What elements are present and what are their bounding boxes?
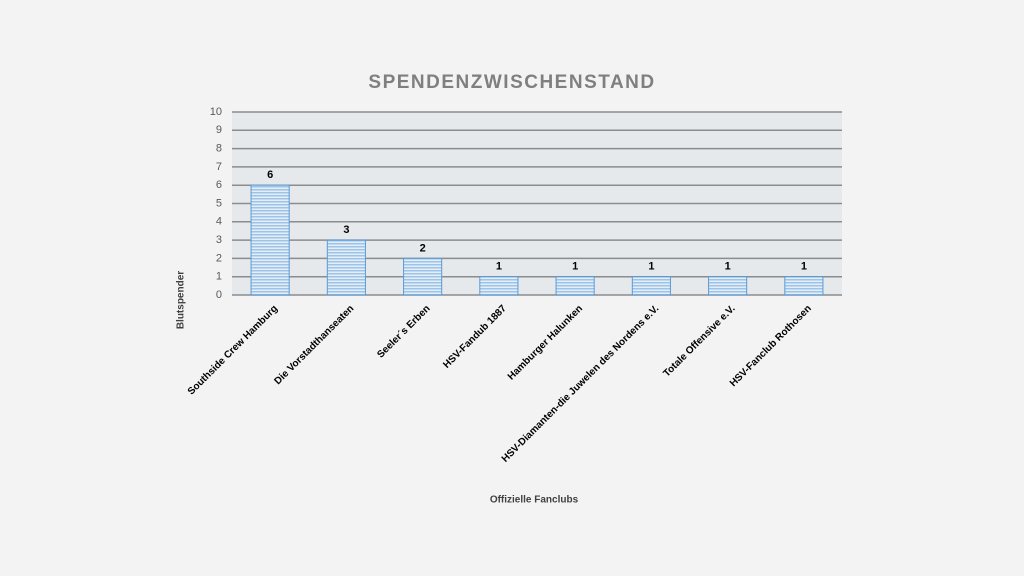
y-tick-label: 0 <box>216 289 222 301</box>
value-label: 6 <box>267 169 273 181</box>
value-label: 3 <box>343 224 349 236</box>
value-label: 1 <box>648 261 654 273</box>
bar <box>555 276 595 296</box>
value-label: 1 <box>496 261 502 273</box>
chart-title: SPENDENZWISCHENSTAND <box>368 72 655 93</box>
x-axis-label: Offizielle Fanclubs <box>490 495 579 506</box>
bar <box>326 239 366 296</box>
y-tick-label: 4 <box>216 216 222 228</box>
y-tick-label: 10 <box>210 106 222 118</box>
x-tick-label: HSV-Fanclub Rothosen <box>728 303 814 389</box>
y-tick-label: 3 <box>216 234 222 246</box>
bar <box>708 276 748 296</box>
y-tick-label: 5 <box>216 197 222 209</box>
y-axis-label: Blutspender <box>176 271 187 329</box>
x-tick-label: Totale Offensive e.V. <box>661 303 737 379</box>
x-tick-label: Die Vorstadthanseaten <box>272 303 356 387</box>
y-tick-label: 7 <box>216 161 222 173</box>
value-label: 1 <box>725 261 731 273</box>
bar <box>479 276 519 296</box>
x-tick-label: HSV-Fandub 1887 <box>441 303 509 371</box>
y-tick-label: 9 <box>216 124 222 136</box>
value-label: 1 <box>801 261 807 273</box>
x-tick-label: Hamburger Halunken <box>506 303 585 382</box>
bar <box>250 184 290 296</box>
x-tick-label: Seeler´s Erben <box>375 303 432 360</box>
value-label: 2 <box>420 242 426 254</box>
value-label: 1 <box>572 261 578 273</box>
y-tick-label: 6 <box>216 179 222 191</box>
y-tick-label: 8 <box>216 143 222 155</box>
y-tick-label: 1 <box>216 271 222 283</box>
x-tick-label: HSV-Diamanten-die Juwelen des Nordens e.… <box>500 303 662 465</box>
bar <box>403 257 443 296</box>
x-tick-label: Southside Crew Hamburg <box>186 303 280 397</box>
bar <box>784 276 824 296</box>
bar <box>631 276 671 296</box>
y-tick-label: 2 <box>216 252 222 264</box>
